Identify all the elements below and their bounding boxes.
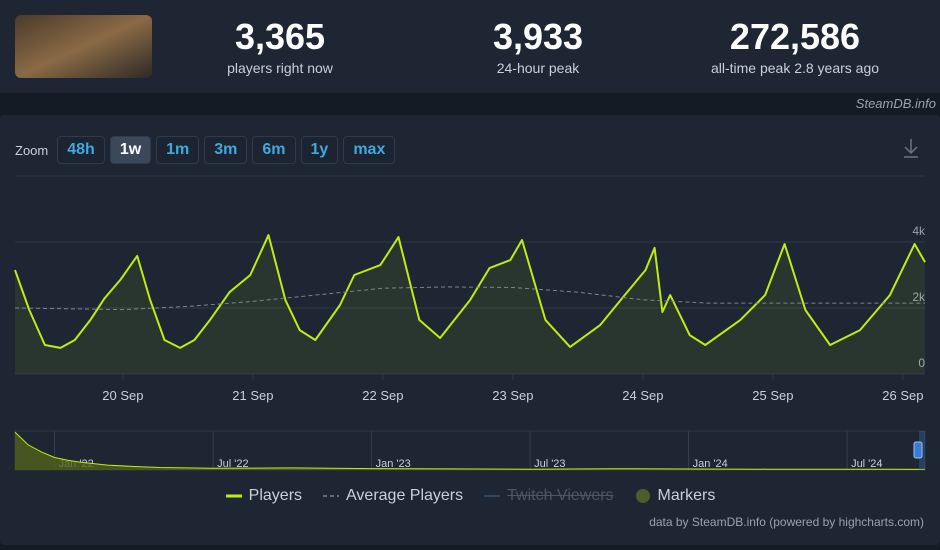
x-tick-label: 25 Sep	[752, 388, 793, 403]
legend-label: Twitch Viewers	[507, 487, 614, 504]
download-icon[interactable]	[904, 139, 918, 158]
stat-value: 272,586	[729, 16, 861, 57]
navigator-tick-label: Jan '23	[376, 458, 411, 470]
legend: Players Average Players Twitch Viewers Mark…	[0, 487, 940, 505]
stat-value: 3,365	[234, 16, 326, 57]
legend-symbol	[635, 489, 650, 503]
navigator-area	[15, 432, 925, 470]
series-line	[14, 286, 925, 311]
stat: 3,933 24-hour peak	[398, 16, 678, 76]
zoom-button[interactable]: 1y	[300, 136, 339, 164]
stat-label: all-time peak 2.8 years ago	[710, 60, 880, 76]
series-line	[14, 234, 926, 349]
series-area	[15, 235, 925, 374]
stat-label: players right now	[227, 60, 333, 76]
legend-symbol	[225, 494, 242, 498]
legend-symbol	[484, 495, 501, 497]
legend-item[interactable]: Players	[225, 487, 302, 505]
zoom-label: Zoom	[15, 142, 49, 158]
zoom-button[interactable]: 3m	[204, 136, 248, 164]
legend-symbol	[323, 495, 340, 497]
zoom-button[interactable]: 1m	[156, 136, 200, 164]
zoom-button[interactable]: 6m	[252, 136, 296, 164]
legend-label: Players	[248, 487, 303, 504]
chart-panel	[0, 115, 940, 545]
legend-item[interactable]: Markers	[634, 487, 716, 505]
zoom-button[interactable]: 48h	[57, 136, 105, 164]
x-tick-label: 21 Sep	[232, 388, 273, 403]
x-tick-label: 22 Sep	[362, 388, 403, 403]
zoom-button[interactable]: 1w	[109, 136, 152, 164]
zoom-bar: Zoom 48h 1w 1m 3m 6m 1y max	[15, 136, 396, 164]
stat-label: 24-hour peak	[496, 60, 580, 76]
stat-value: 3,933	[492, 16, 584, 57]
navigator-tick-label: Jan '24	[693, 458, 728, 470]
y-tick-label: 0	[918, 356, 925, 370]
legend-label: Markers	[657, 487, 716, 504]
x-tick-label: 24 Sep	[622, 388, 663, 403]
chart-credit[interactable]: data by SteamDB.info (powered by highcha…	[649, 515, 924, 529]
x-tick-label: 20 Sep	[102, 388, 143, 403]
legend-item[interactable]: Twitch Viewers	[483, 487, 614, 505]
x-tick-label: 23 Sep	[492, 388, 533, 403]
navigator-tick-label: Jul '23	[534, 458, 565, 470]
game-thumbnail[interactable]	[15, 15, 152, 78]
zoom-button[interactable]: max	[343, 136, 396, 164]
stat: 3,365 players right now	[140, 16, 420, 76]
y-tick-label: 4k	[912, 224, 926, 238]
navigator-tick-label: Jul '24	[851, 458, 882, 470]
navigator-handle[interactable]	[913, 441, 923, 459]
y-tick-label: 2k	[912, 290, 926, 304]
navigator-tick-label: Jul '22	[217, 458, 248, 470]
legend-label: Average Players	[346, 487, 464, 504]
legend-item[interactable]: Average Players	[322, 487, 463, 505]
header-panel	[0, 0, 940, 93]
site-credit[interactable]: SteamDB.info	[855, 96, 936, 111]
legend-circle	[635, 489, 650, 503]
stat: 272,586 all-time peak 2.8 years ago	[655, 16, 935, 76]
navigator-line	[14, 431, 926, 470]
x-tick-label: 26 Sep	[882, 388, 923, 403]
